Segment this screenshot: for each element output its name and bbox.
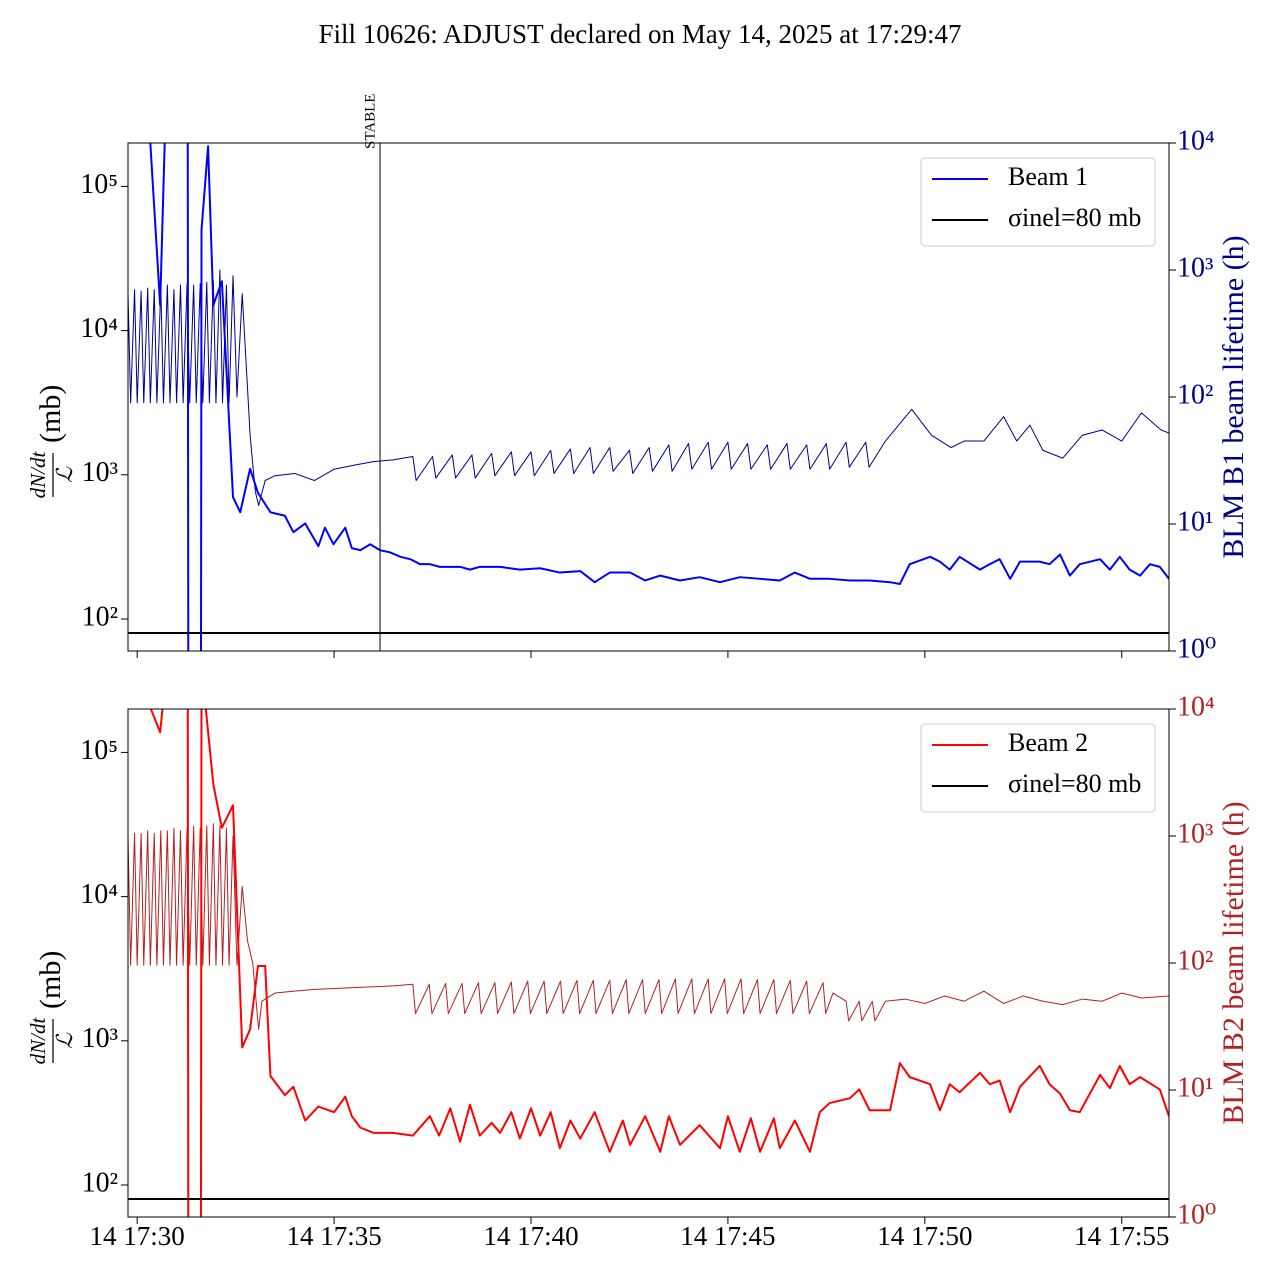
y2-tick-label: 10⁰ bbox=[1177, 1199, 1216, 1230]
series-line bbox=[149, 143, 1169, 651]
series-line bbox=[149, 709, 1169, 1217]
y-tick-label: 10² bbox=[82, 601, 118, 632]
legend-label: σinel=80 mb bbox=[1008, 769, 1141, 798]
annotation-label: STABLE bbox=[362, 94, 378, 149]
y-label-denominator: ℒ bbox=[52, 466, 77, 483]
y2-tick-label: 10³ bbox=[1177, 252, 1213, 283]
y2-axis-label: BLM B2 beam lifetime (h) bbox=[1217, 801, 1250, 1124]
y-tick-label: 10² bbox=[82, 1167, 118, 1198]
y2-tick-label: 10¹ bbox=[1177, 1072, 1213, 1103]
y2-tick-label: 10⁰ bbox=[1177, 633, 1216, 664]
legend-label: Beam 2 bbox=[1008, 728, 1088, 757]
y2-tick-label: 10² bbox=[1177, 945, 1213, 976]
y2-tick-label: 10⁴ bbox=[1177, 691, 1215, 722]
y-tick-label: 10⁴ bbox=[80, 313, 118, 344]
y-tick-label: 10³ bbox=[82, 1023, 118, 1054]
x-tick-label: 14 17:45 bbox=[680, 1221, 775, 1251]
y2-tick-label: 10¹ bbox=[1177, 506, 1213, 537]
y-tick-label: 10⁴ bbox=[80, 879, 118, 910]
x-tick-label: 14 17:30 bbox=[90, 1221, 185, 1251]
x-tick-label: 14 17:55 bbox=[1074, 1221, 1169, 1251]
plot-area bbox=[128, 143, 1169, 651]
series-line bbox=[128, 823, 1169, 1030]
figure-title: Fill 10626: ADJUST declared on May 14, 2… bbox=[319, 19, 962, 49]
y-label-numerator: dN/dt bbox=[26, 1017, 50, 1065]
legend-label: Beam 1 bbox=[1008, 162, 1088, 191]
y-label-denominator: ℒ bbox=[52, 1032, 77, 1049]
legend-label: σinel=80 mb bbox=[1008, 203, 1141, 232]
y-tick-label: 10³ bbox=[82, 457, 118, 488]
y-tick-label: 10⁵ bbox=[80, 169, 118, 200]
y-label-numerator: dN/dt bbox=[26, 451, 50, 499]
x-tick-label: 14 17:35 bbox=[286, 1221, 381, 1251]
x-tick-label: 14 17:50 bbox=[877, 1221, 972, 1251]
y-label-unit: (mb) bbox=[34, 951, 67, 1009]
plot-area bbox=[128, 709, 1169, 1217]
y-tick-label: 10⁵ bbox=[80, 735, 118, 766]
y2-tick-label: 10⁴ bbox=[1177, 125, 1215, 156]
y-label-unit: (mb) bbox=[34, 385, 67, 443]
y2-tick-label: 10² bbox=[1177, 379, 1213, 410]
y2-axis-label: BLM B1 beam lifetime (h) bbox=[1217, 235, 1250, 558]
y-axis-label: dN/dt ℒ (mb) bbox=[26, 951, 77, 1065]
y2-tick-label: 10³ bbox=[1177, 818, 1213, 849]
x-tick-label: 14 17:40 bbox=[483, 1221, 578, 1251]
y-axis-label: dN/dt ℒ (mb) bbox=[26, 385, 77, 499]
